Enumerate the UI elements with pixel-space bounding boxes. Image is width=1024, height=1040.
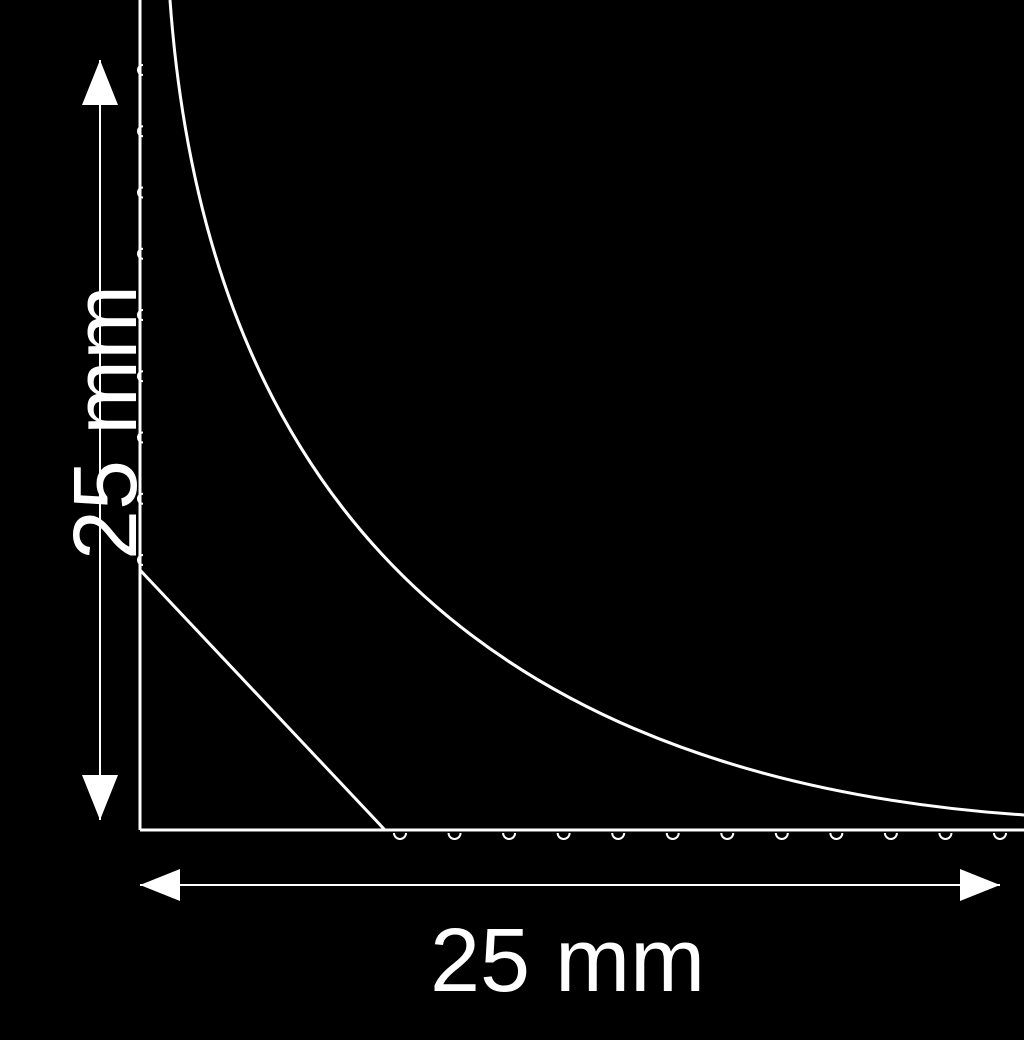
vertical-dimension-label: 25 mm xyxy=(55,285,158,560)
horizontal-dimension-label: 25 mm xyxy=(430,910,705,1013)
